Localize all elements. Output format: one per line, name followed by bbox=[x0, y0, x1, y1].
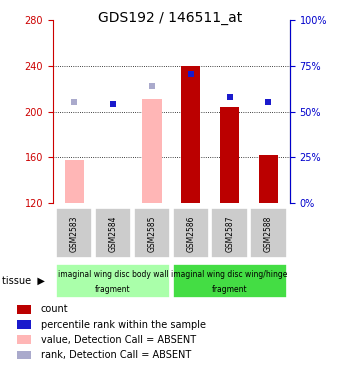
Text: value, Detection Call = ABSENT: value, Detection Call = ABSENT bbox=[41, 335, 196, 345]
Bar bbox=[173, 208, 209, 258]
Text: percentile rank within the sample: percentile rank within the sample bbox=[41, 320, 206, 330]
Bar bbox=[64, 160, 84, 203]
Bar bbox=[250, 208, 287, 258]
Bar bbox=[142, 99, 162, 203]
Text: tissue  ▶: tissue ▶ bbox=[2, 276, 45, 286]
Text: imaginal wing disc wing/hinge: imaginal wing disc wing/hinge bbox=[172, 270, 288, 279]
Bar bbox=[173, 264, 287, 298]
Bar bbox=[259, 155, 278, 203]
Text: GSM2586: GSM2586 bbox=[186, 215, 195, 251]
Bar bbox=[17, 305, 31, 314]
Text: fragment: fragment bbox=[212, 285, 248, 294]
Bar bbox=[56, 264, 170, 298]
Text: imaginal wing disc body wall: imaginal wing disc body wall bbox=[58, 270, 168, 279]
Bar bbox=[95, 208, 131, 258]
Bar bbox=[134, 208, 170, 258]
Bar bbox=[17, 351, 31, 359]
Text: GSM2587: GSM2587 bbox=[225, 215, 234, 251]
Bar bbox=[56, 208, 92, 258]
Bar bbox=[211, 208, 248, 258]
Text: GSM2583: GSM2583 bbox=[70, 215, 79, 251]
Text: GSM2584: GSM2584 bbox=[108, 215, 118, 251]
Text: count: count bbox=[41, 305, 69, 314]
Text: GDS192 / 146511_at: GDS192 / 146511_at bbox=[98, 11, 243, 25]
Text: rank, Detection Call = ABSENT: rank, Detection Call = ABSENT bbox=[41, 350, 191, 360]
Bar bbox=[17, 320, 31, 329]
Text: fragment: fragment bbox=[95, 285, 131, 294]
Bar bbox=[220, 107, 239, 203]
Text: GSM2588: GSM2588 bbox=[264, 215, 273, 251]
Bar bbox=[17, 336, 31, 344]
Bar bbox=[181, 66, 201, 203]
Text: GSM2585: GSM2585 bbox=[147, 215, 157, 251]
